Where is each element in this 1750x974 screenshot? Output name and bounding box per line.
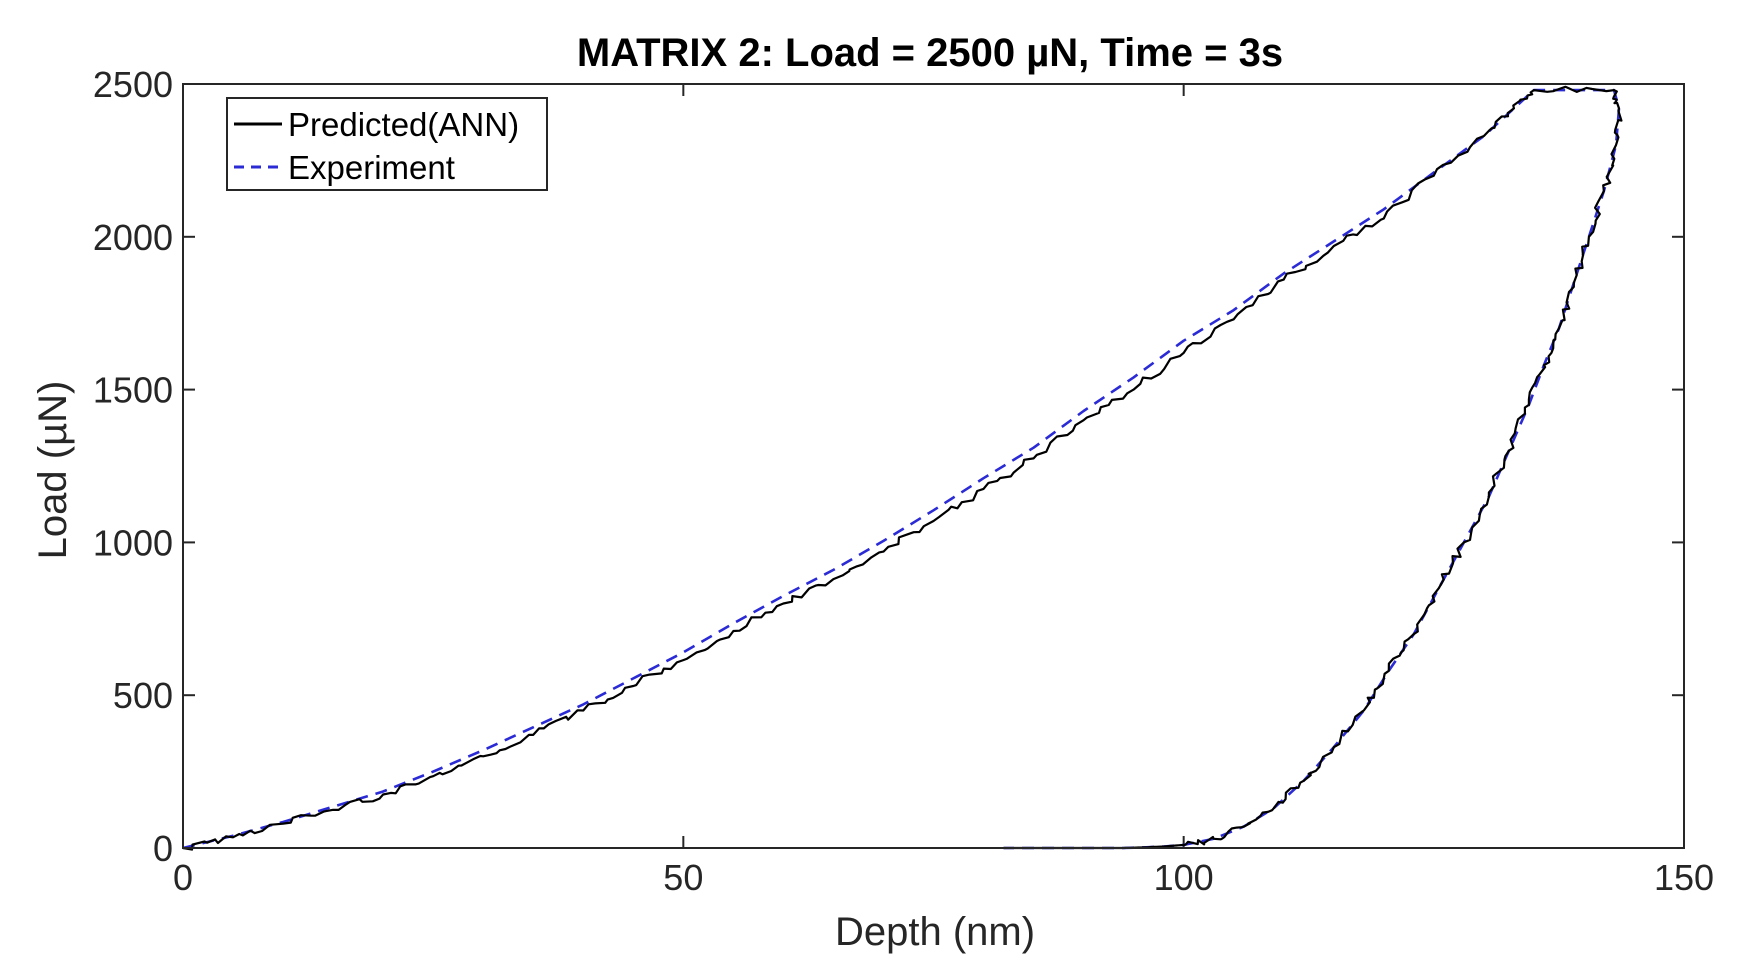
x-tick-label: 100 [1154, 857, 1214, 898]
x-axis-label: Depth (nm) [835, 910, 1035, 954]
y-tick-label: 500 [113, 675, 173, 716]
x-tick-label: 150 [1654, 857, 1714, 898]
y-tick-label: 1000 [93, 522, 173, 563]
legend: Predicted(ANN) Experiment [226, 97, 548, 191]
y-axis-label: Load (µN) [31, 381, 75, 560]
chart-title: MATRIX 2: Load = 2500 µN, Time = 3s [577, 31, 1283, 75]
x-tick-label: 50 [663, 857, 703, 898]
series-layer [182, 85, 1623, 851]
y-tick-label: 2000 [93, 217, 173, 258]
y-tick-label: 1500 [93, 370, 173, 411]
x-tick-label: 0 [173, 857, 193, 898]
plot-area-frame [182, 83, 1685, 849]
legend-box [226, 97, 548, 191]
y-tick-label: 2500 [93, 64, 173, 105]
legend-label-predicted: Predicted(ANN) [288, 106, 519, 143]
series-line-predicted-ann [182, 85, 1623, 851]
y-tick-label: 0 [153, 828, 173, 869]
legend-label-experiment: Experiment [288, 149, 455, 186]
